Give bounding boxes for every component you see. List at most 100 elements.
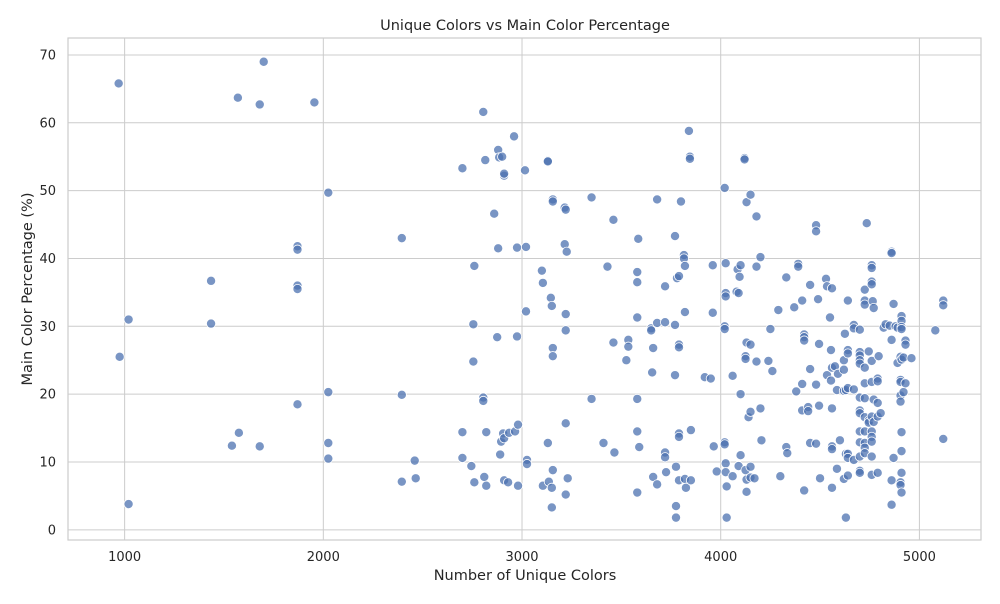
data-point xyxy=(679,260,690,271)
data-point xyxy=(634,442,645,453)
data-point xyxy=(560,204,571,215)
data-point xyxy=(751,261,762,272)
data-point xyxy=(495,449,506,460)
data-point xyxy=(825,375,836,386)
data-point xyxy=(745,189,756,200)
data-point xyxy=(735,389,746,400)
data-point xyxy=(457,163,468,174)
data-point xyxy=(660,317,671,328)
data-point xyxy=(232,92,243,103)
data-point xyxy=(873,351,884,362)
y-axis-label: Main Color Percentage (%) xyxy=(20,193,36,386)
data-point xyxy=(545,292,556,303)
y-tick-label: 20 xyxy=(39,388,56,403)
x-axis-label: Number of Unique Colors xyxy=(434,568,617,584)
data-point xyxy=(670,319,681,330)
data-point xyxy=(906,353,917,364)
data-point xyxy=(811,379,822,390)
data-point xyxy=(720,258,731,269)
x-axis-ticks: 1000 2000 3000 4000 5000 xyxy=(108,550,936,565)
data-point xyxy=(938,433,949,444)
data-point xyxy=(480,155,491,166)
data-point xyxy=(632,393,643,404)
data-point xyxy=(396,476,407,487)
data-point xyxy=(705,373,716,384)
data-point xyxy=(842,348,853,359)
data-point xyxy=(793,261,804,272)
data-point xyxy=(648,343,659,354)
data-point xyxy=(481,480,492,491)
data-point xyxy=(489,208,500,219)
data-point xyxy=(670,370,681,381)
data-point xyxy=(773,305,784,316)
data-point xyxy=(113,78,124,89)
data-point xyxy=(469,477,480,488)
data-point xyxy=(323,187,334,198)
y-tick-label: 10 xyxy=(39,455,56,470)
data-point xyxy=(396,233,407,244)
data-point xyxy=(799,335,810,346)
data-point xyxy=(675,196,686,207)
y-tick-label: 60 xyxy=(39,116,56,131)
data-point xyxy=(756,435,767,446)
data-point xyxy=(842,295,853,306)
data-point xyxy=(609,447,620,458)
data-point xyxy=(895,396,906,407)
data-point xyxy=(826,482,837,493)
data-point xyxy=(733,288,744,299)
data-point xyxy=(478,395,489,406)
data-point xyxy=(719,324,730,335)
data-point xyxy=(396,389,407,400)
data-point xyxy=(797,295,808,306)
data-point xyxy=(886,334,897,345)
data-point xyxy=(875,408,886,419)
data-point xyxy=(513,480,524,491)
data-point xyxy=(469,260,480,271)
data-point xyxy=(789,302,800,313)
x-tick-label: 3000 xyxy=(505,550,538,565)
y-tick-label: 40 xyxy=(39,252,56,267)
data-point xyxy=(512,242,523,253)
data-point xyxy=(719,182,730,193)
data-point xyxy=(896,446,907,457)
data-point xyxy=(509,131,520,142)
data-point xyxy=(562,473,573,484)
data-point xyxy=(708,441,719,452)
data-point xyxy=(546,300,557,311)
data-points xyxy=(113,56,949,523)
data-point xyxy=(254,441,265,452)
data-point xyxy=(720,458,731,469)
data-point xyxy=(537,277,548,288)
data-point xyxy=(560,309,571,320)
data-point xyxy=(749,473,760,484)
data-point xyxy=(838,364,849,375)
data-point xyxy=(670,231,681,242)
data-point xyxy=(512,331,523,342)
data-point xyxy=(520,306,531,317)
data-point xyxy=(536,265,547,276)
data-point xyxy=(468,319,479,330)
data-point xyxy=(751,356,762,367)
data-point xyxy=(680,482,691,493)
data-point xyxy=(671,512,682,523)
data-point xyxy=(660,281,671,292)
data-point xyxy=(866,262,877,273)
data-point xyxy=(727,471,738,482)
data-point xyxy=(632,267,643,278)
data-point xyxy=(834,435,845,446)
data-point xyxy=(826,444,837,455)
x-tick-label: 5000 xyxy=(903,550,936,565)
data-point xyxy=(813,294,824,305)
data-point xyxy=(734,271,745,282)
data-point xyxy=(661,467,672,478)
data-point xyxy=(727,370,738,381)
data-point xyxy=(872,397,883,408)
data-point xyxy=(481,427,492,438)
data-point xyxy=(711,466,722,477)
data-point xyxy=(721,512,732,523)
data-point xyxy=(673,342,684,353)
data-point xyxy=(854,467,865,478)
data-point xyxy=(707,260,718,271)
data-point xyxy=(872,467,883,478)
data-point xyxy=(741,486,752,497)
